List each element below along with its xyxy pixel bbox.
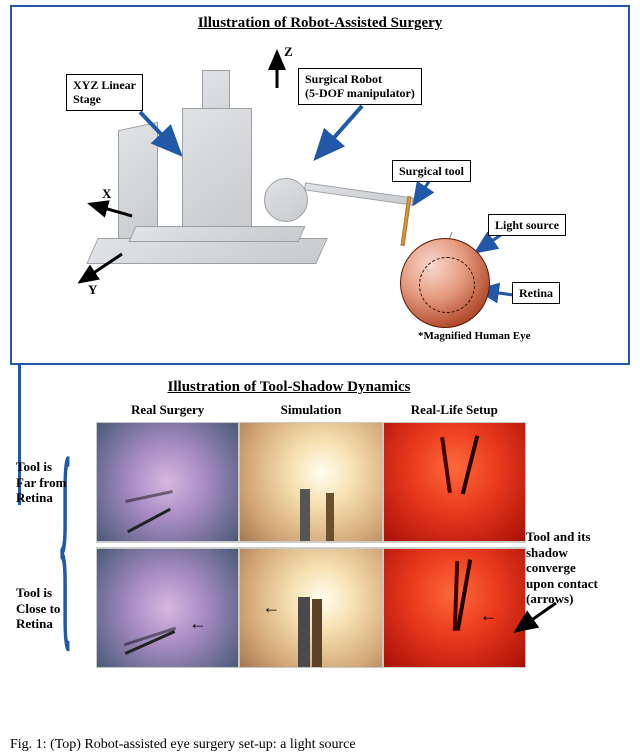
figure-caption: Fig. 1: (Top) Robot-assisted eye surgery… — [10, 737, 630, 753]
axis-z: Z — [284, 44, 293, 60]
label-robot: Surgical Robot (5-DOF manipulator) — [298, 68, 422, 105]
robot-diagram: Z X Y XYZ Linear Stage Surgical Robot (5… — [22, 38, 618, 348]
bottom-title: Illustration of Tool-Shadow Dynamics — [74, 379, 504, 396]
arrow-icon: ← — [262, 597, 280, 618]
side-note: Tool and its shadow converge upon contac… — [526, 529, 626, 607]
label-light: Light source — [488, 214, 566, 236]
robot-rail-x — [128, 226, 305, 242]
column-headers: Real Surgery Simulation Real-Life Setup — [96, 402, 526, 422]
row-label-far: Tool is Far from Retina — [16, 459, 86, 506]
robot-joint-ring — [264, 178, 308, 222]
top-panel: Illustration of Robot-Assisted Surgery — [10, 5, 630, 365]
col-real-surgery: Real Surgery — [96, 402, 239, 422]
robot-arm — [304, 182, 414, 205]
col-simulation: Simulation — [239, 402, 382, 422]
label-retina: Retina — [512, 282, 560, 304]
figure-container: Illustration of Robot-Assisted Surgery — [10, 5, 630, 709]
label-tool: Surgical tool — [392, 160, 471, 182]
col-real-life: Real-Life Setup — [383, 402, 526, 422]
eye-retina-outline — [419, 257, 475, 313]
arrow-icon: ← — [189, 613, 207, 634]
image-grid: ← ← ← — [96, 422, 526, 668]
label-xyz-stage: XYZ Linear Stage — [66, 74, 143, 111]
axis-x: X — [102, 186, 111, 202]
eye-footnote: *Magnified Human Eye — [418, 330, 530, 342]
eye-graphic — [400, 238, 490, 328]
image-row-far — [96, 422, 526, 542]
image-row-close: ← ← ← — [96, 548, 526, 668]
top-title: Illustration of Robot-Assisted Surgery — [22, 15, 618, 32]
axis-y: Y — [88, 282, 97, 298]
img-far-reallife — [383, 422, 526, 542]
row-label-close: Tool is Close to Retina — [16, 585, 86, 632]
robot-column-main — [182, 108, 252, 228]
img-close-real: ← — [96, 548, 239, 668]
img-far-sim — [239, 422, 382, 542]
arrow-icon: ← — [480, 605, 498, 626]
img-far-real — [96, 422, 239, 542]
img-close-reallife: ← — [383, 548, 526, 668]
img-close-sim: ← — [239, 548, 382, 668]
bottom-panel: Illustration of Tool-Shadow Dynamics Rea… — [10, 379, 630, 709]
